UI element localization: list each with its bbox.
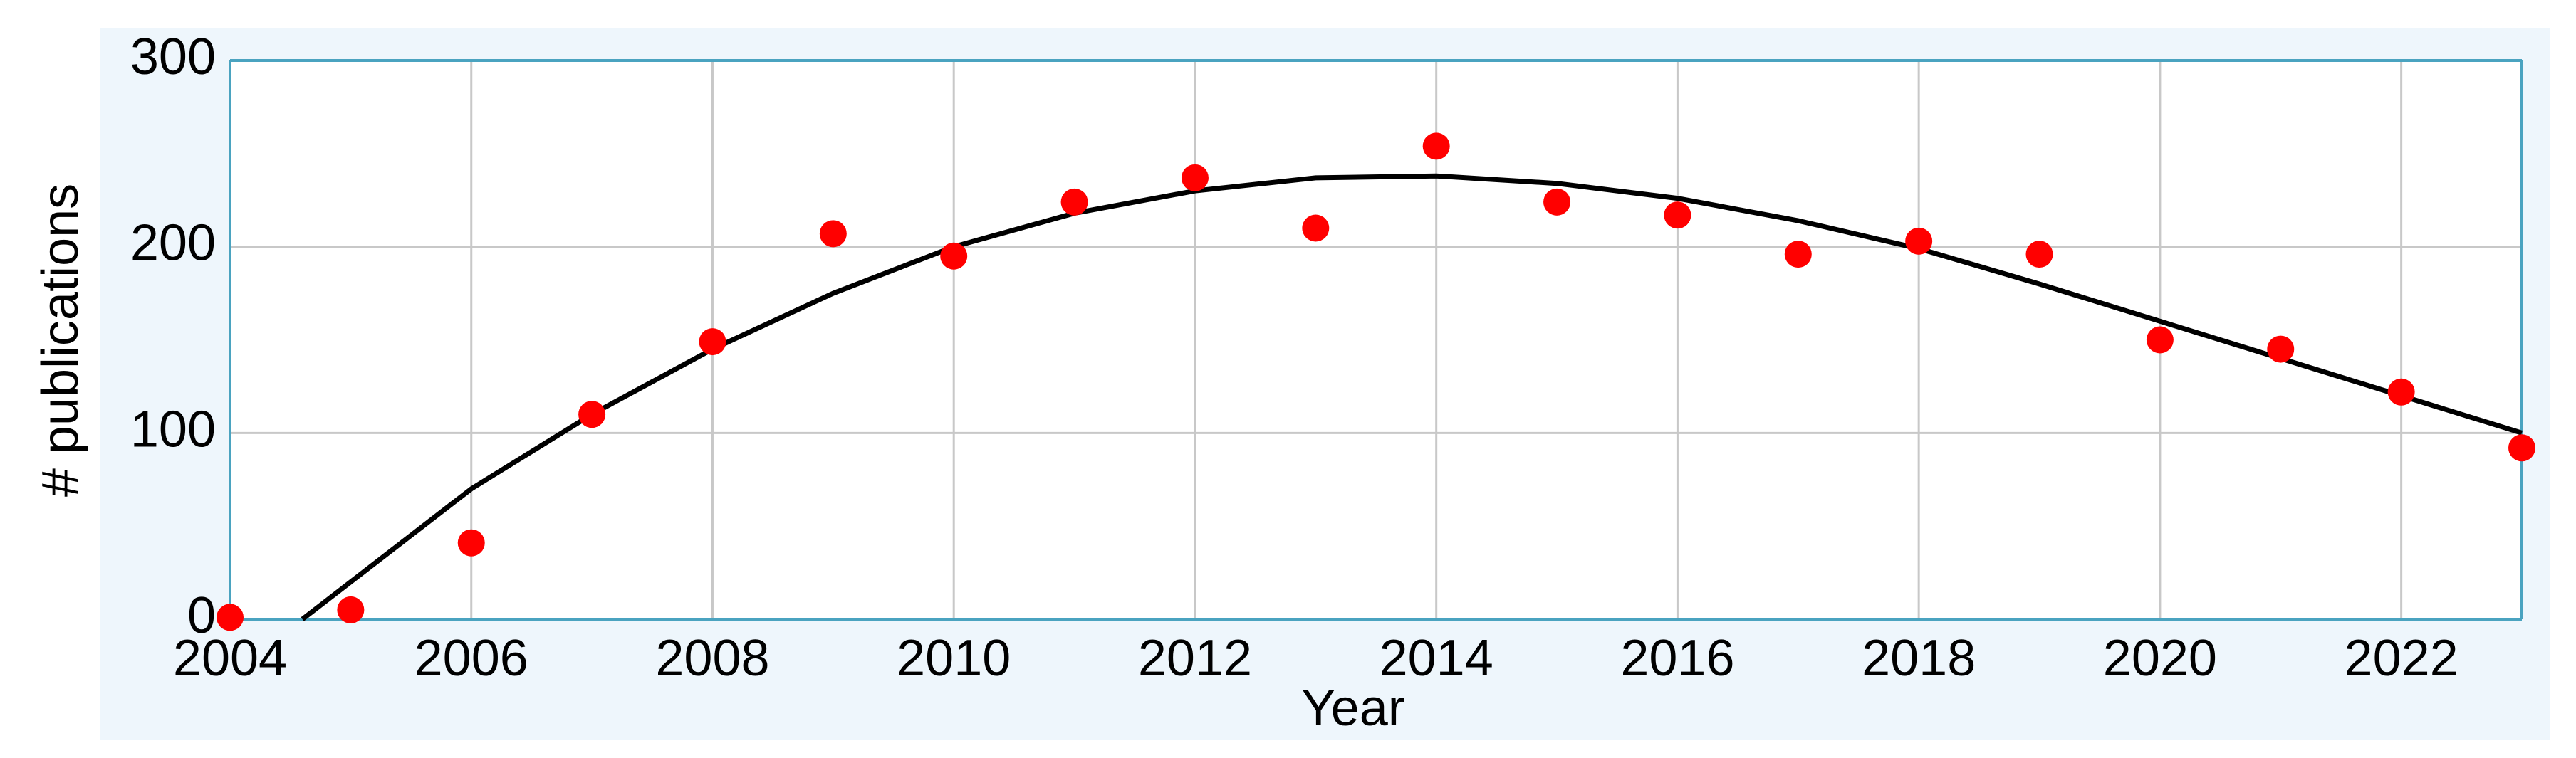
data-point	[1784, 241, 1812, 268]
y-axis-label: # publications	[32, 184, 89, 497]
x-tick-label: 2020	[2103, 630, 2217, 687]
data-point	[457, 529, 485, 557]
x-tick-label: 2004	[173, 630, 287, 687]
y-tick-label: 300	[130, 28, 216, 85]
data-point	[819, 220, 847, 248]
data-point	[1543, 188, 1571, 216]
x-tick-label: 2018	[1862, 630, 1976, 687]
data-point	[2387, 378, 2415, 406]
data-point	[699, 328, 726, 356]
data-point	[2146, 326, 2174, 354]
data-point	[2508, 434, 2535, 462]
x-tick-label: 2016	[1620, 630, 1734, 687]
plot-area	[230, 60, 2522, 619]
x-axis-label: Year	[1301, 680, 1404, 737]
data-point	[2025, 241, 2053, 268]
x-tick-label: 2014	[1380, 630, 1493, 687]
data-point	[1302, 214, 1330, 242]
data-point	[578, 401, 606, 428]
data-point	[1181, 164, 1209, 191]
x-tick-label: 2006	[414, 630, 528, 687]
y-tick-label: 0	[187, 587, 216, 644]
data-point	[217, 604, 244, 631]
data-point	[1060, 188, 1088, 216]
data-point	[1422, 132, 1450, 160]
data-point	[1905, 227, 1933, 255]
data-point	[940, 242, 968, 270]
data-point	[2267, 335, 2295, 363]
data-point	[337, 596, 365, 623]
x-tick-label: 2012	[1138, 630, 1252, 687]
fit-curve	[301, 173, 2523, 621]
x-tick-label: 2008	[655, 630, 769, 687]
y-tick-label: 100	[130, 401, 216, 458]
data-point	[1664, 201, 1691, 229]
y-tick-label: 200	[130, 215, 216, 272]
x-tick-label: 2022	[2345, 630, 2458, 687]
x-tick-label: 2010	[897, 630, 1011, 687]
